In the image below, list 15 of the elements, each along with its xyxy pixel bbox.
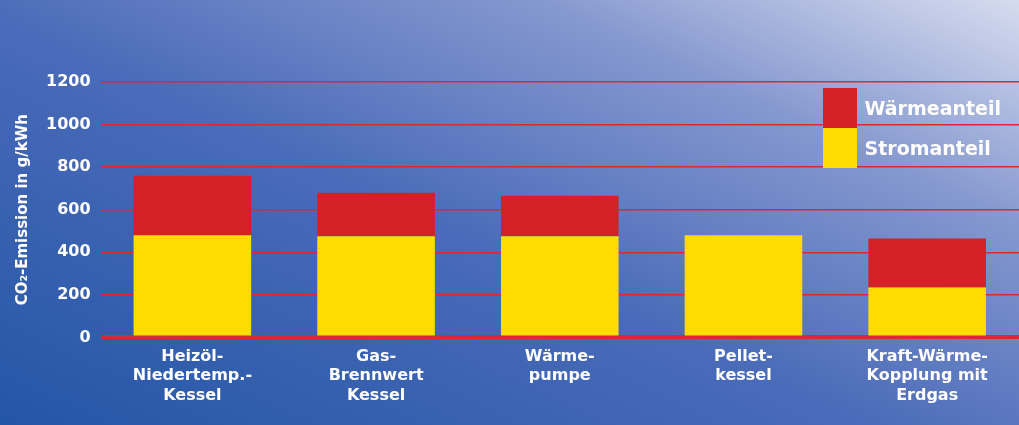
- x-tick-label: Kraft-Wärme- Kopplung mit Erdgas: [866, 346, 989, 404]
- y-axis-title: CO₂-Emission in g/kWh: [12, 114, 31, 306]
- y-tick-label: 800: [57, 156, 91, 176]
- legend-label: Wärmeanteil: [864, 97, 1001, 119]
- y-tick-label: 600: [57, 198, 91, 218]
- y-tick-label: 400: [57, 241, 91, 261]
- y-tick-label: 200: [57, 283, 91, 303]
- y-tick-label: 1200: [46, 71, 91, 91]
- y-tick-label: 1000: [46, 113, 91, 133]
- x-tick-label: Wärme- pumpe: [524, 346, 595, 385]
- x-tick-label: Heizöl- Niedertemp.- Kessel: [132, 346, 253, 404]
- x-tick-label: Gas- Brennwert Kessel: [328, 346, 424, 404]
- x-tick-label: Pellet- kessel: [714, 346, 773, 385]
- y-tick-label: 0: [79, 326, 91, 346]
- legend-label: Stromanteil: [864, 137, 991, 159]
